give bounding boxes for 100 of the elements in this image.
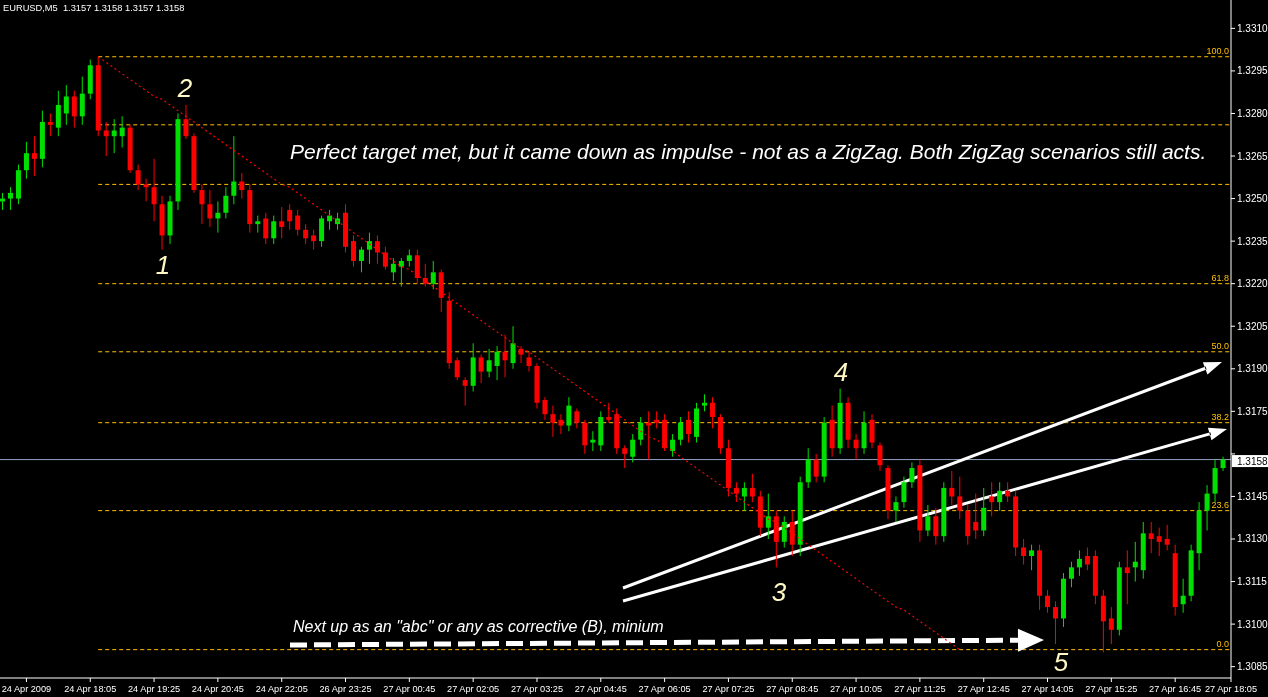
candlestick [319,215,325,248]
annotation: 3 [771,577,787,607]
x-tick-label: 27 Apr 18:05 [1204,684,1258,694]
candlestick [877,442,883,472]
candlestick [135,164,141,191]
candlestick [646,410,652,461]
x-tick-label: 24 Apr 18:05 [64,684,117,694]
candlestick [765,493,771,540]
candlestick [1124,549,1130,605]
candlestick [789,510,795,557]
x-tick-label: 27 Apr 00:45 [383,684,436,694]
candlestick [1084,547,1090,571]
y-tick-label: 1.3190 [1237,363,1268,375]
x-tick-label: 24 Apr 20:45 [191,684,244,694]
x-tick-label: 27 Apr 07:25 [702,684,755,694]
candlestick [374,234,380,265]
candlestick [606,402,612,424]
annotation: 0.0 [1216,639,1229,650]
x-tick-label: 24 Apr 19:25 [128,684,181,694]
y-tick-label: 1.3100 [1237,618,1268,630]
candlestick [582,419,588,455]
candlestick [390,257,396,282]
candlestick [1053,600,1058,645]
y-tick-label: 1.3295 [1237,65,1268,77]
candlestick [909,461,915,489]
candlestick [279,206,285,239]
candlestick [478,354,484,384]
ref-line-label: 1.3158 [1237,455,1268,467]
candlestick [749,473,755,503]
candlestick [1021,538,1027,566]
candlestick [502,334,508,378]
candlestick [223,186,229,219]
x-tick-label: 27 Apr 15:25 [1085,684,1138,694]
candlestick [486,348,492,378]
candlestick [558,413,564,435]
candlestick [311,229,317,251]
candlestick [494,345,500,381]
candlestick [111,118,117,154]
x-tick-label: 24 Apr 22:05 [255,684,308,694]
candlestick [7,186,13,211]
candlestick [351,234,356,268]
candlestick [973,493,979,540]
annotation: 1 [155,250,171,280]
candlestick [638,416,644,446]
candlestick [55,90,61,137]
candlestick [199,183,205,225]
candlestick [422,263,428,288]
candlestick [366,232,372,265]
candlestick [414,249,420,285]
x-tick-label: 27 Apr 06:05 [638,684,691,694]
y-tick-label: 1.3085 [1237,661,1268,673]
candlestick [741,481,747,512]
candlestick [670,433,676,458]
candlestick [733,481,739,503]
candlestick [1164,524,1170,551]
candlestick [183,104,189,140]
candlestick [526,351,532,373]
candlestick [925,504,931,537]
candlestick [143,178,149,202]
candlestick [430,260,436,290]
candlestick [813,453,819,483]
y-tick-label: 1.3205 [1237,320,1268,332]
candlestick [805,447,811,489]
y-tick-label: 1.3235 [1237,235,1268,247]
candlestick [151,158,157,222]
candlestick [957,476,963,520]
candlestick [997,481,1003,512]
candlestick [1180,578,1186,614]
candlestick [231,135,237,205]
x-tick-label: 26 Apr 23:25 [319,684,372,694]
candlestick [119,115,125,149]
candlestick [382,246,388,270]
annotation: 4 [833,357,849,387]
candlestick [398,257,404,288]
annotation: Perfect target met, but it came down as impulse - not as a ZigZag. Both ZigZag scenarios still acts. [290,140,1207,163]
x-tick-label: 27 Apr 08:45 [766,684,819,694]
x-tick-label: 27 Apr 10:05 [830,684,883,694]
candlestick [630,433,636,463]
y-tick-label: 1.3310 [1237,22,1268,34]
candlestick [622,444,628,469]
candlestick [574,408,580,429]
candlestick [550,405,556,438]
candlestick [709,396,715,429]
x-tick-label: 27 Apr 02:05 [447,684,500,694]
candlestick [853,433,859,461]
candlestick [518,345,524,364]
candlestick [1068,561,1074,588]
y-tick-label: 1.3145 [1237,490,1268,502]
candlestick [239,172,245,200]
x-tick-label: 27 Apr 16:45 [1149,684,1202,694]
candlestick [510,325,516,370]
candlestick [686,410,692,444]
candlestick [901,476,907,509]
y-tick-label: 1.3280 [1237,107,1268,119]
candlestick [303,223,309,245]
x-tick-label: 27 Apr 04:45 [574,684,627,694]
chart-title: EURUSD,M5 1.3157 1.3158 1.3157 1.3158 [3,3,185,13]
candlestick [1029,544,1035,571]
y-tick-label: 1.3175 [1237,405,1268,417]
x-tick-label: 27 Apr 12:45 [957,684,1010,694]
